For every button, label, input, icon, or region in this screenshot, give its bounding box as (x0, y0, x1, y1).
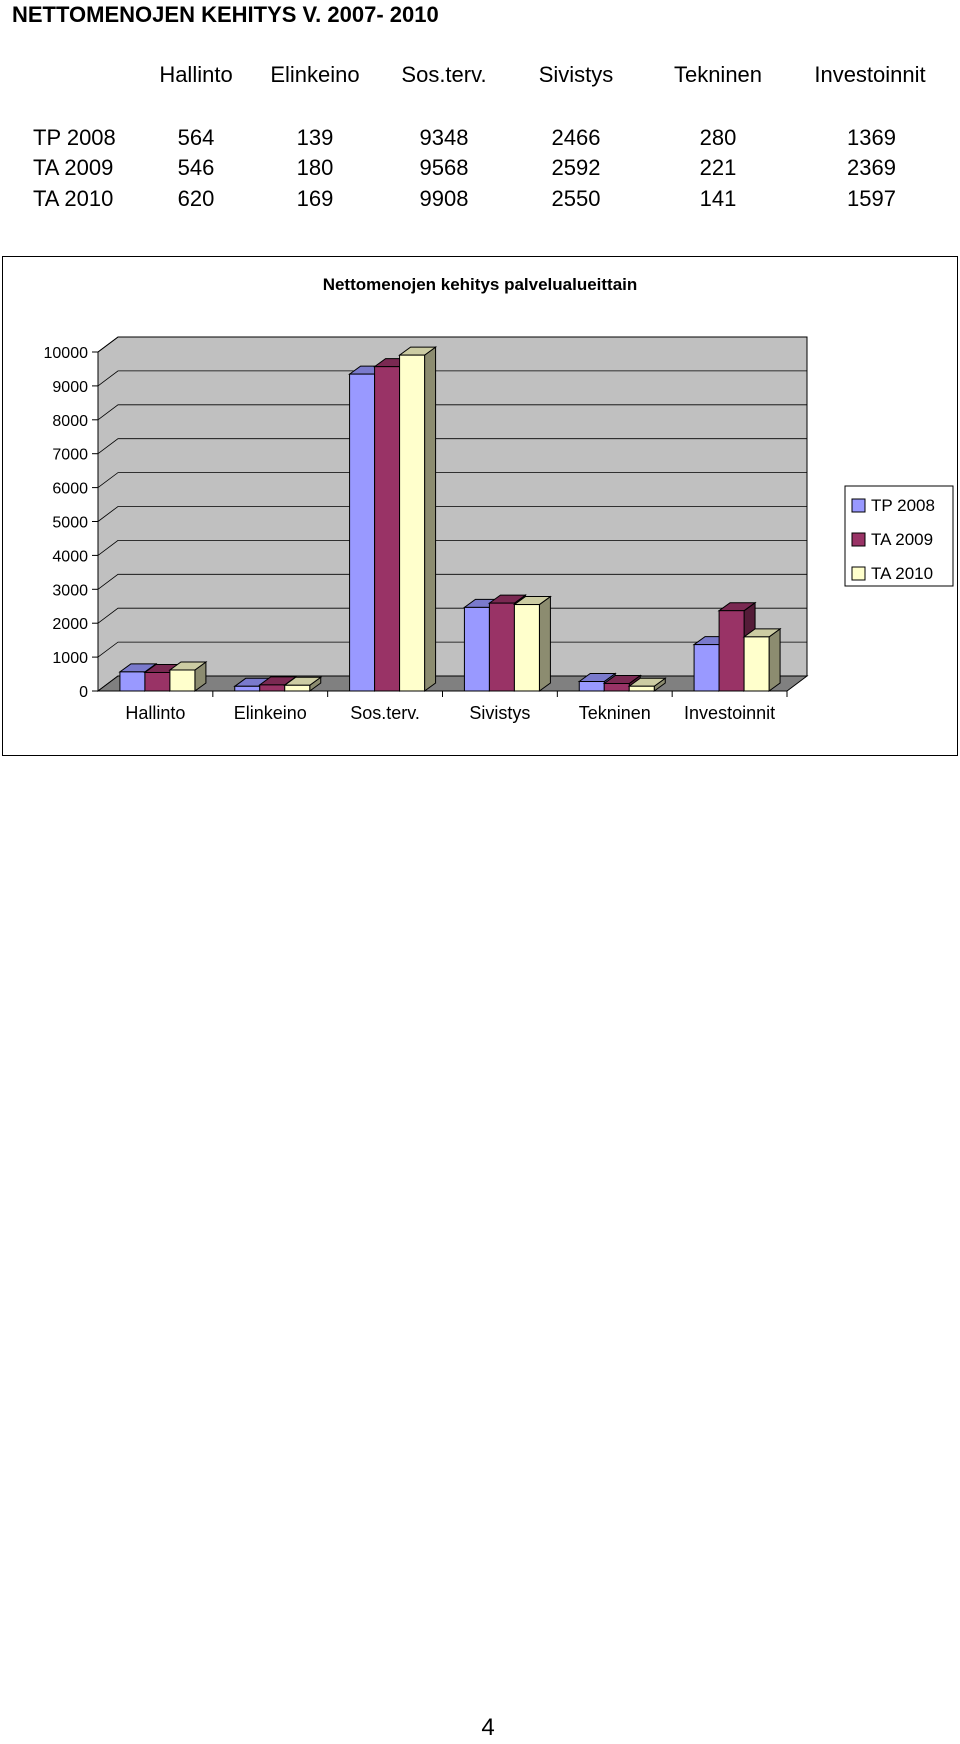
bar (259, 684, 286, 692)
x-tick-label: Hallinto (125, 703, 185, 723)
gridline (97, 438, 807, 455)
bar (718, 610, 745, 692)
table-cell: 1369 (847, 125, 896, 150)
table-cell: 280 (699, 125, 737, 150)
legend-label: TA 2009 (871, 530, 933, 549)
legend-swatch (851, 498, 866, 513)
bar-chart: Nettomenojen kehitys palvelualueittain 0 1… (44, 275, 954, 723)
y-tick-label: 4000 (52, 548, 88, 565)
legend-swatch (851, 566, 866, 581)
table-column-header: Hallinto (159, 62, 233, 87)
table-cell: 2466 (551, 125, 601, 150)
bar (144, 671, 171, 692)
gridline (97, 404, 807, 421)
bar (628, 685, 655, 692)
table-cell: 2369 (847, 155, 896, 180)
y-tick-label: 10000 (44, 345, 89, 362)
y-tick-label: 3000 (52, 582, 88, 599)
chart-wall (97, 336, 808, 692)
table-cell: 221 (699, 155, 737, 180)
table-cell: 180 (296, 155, 334, 180)
table-cell: 620 (177, 186, 215, 211)
bar (234, 685, 261, 692)
y-tick-label: 9000 (52, 379, 88, 396)
y-tick-label: 7000 (52, 447, 88, 464)
table-row-label: TP 2008 (33, 125, 116, 150)
table-cell: 1597 (847, 186, 896, 211)
bar-side (538, 595, 551, 692)
gridline (97, 336, 807, 353)
x-tick-label: Sivistys (469, 703, 530, 723)
table-row-label: TA 2009 (33, 155, 114, 180)
y-tick-label: 0 (79, 684, 88, 701)
legend-label: TA 2010 (871, 564, 933, 583)
bar (693, 644, 720, 692)
table-cell: 564 (177, 125, 215, 150)
page-title: NETTOMENOJEN KEHITYS V. 2007- 2010 (12, 2, 439, 27)
legend-label: TP 2008 (871, 496, 935, 515)
table-cell: 2550 (551, 186, 601, 211)
y-tick-label: 1000 (52, 650, 88, 667)
table-column-header: Investoinnit (814, 62, 926, 87)
table-cell: 9348 (419, 125, 469, 150)
table-column-header: Sos.terv. (401, 62, 487, 87)
table-column-header: Elinkeino (270, 62, 360, 87)
y-tick-label: 8000 (52, 413, 88, 430)
y-tick-label: 5000 (52, 515, 88, 532)
table-cell: 139 (296, 125, 334, 150)
gridline (97, 641, 807, 658)
y-tick-label: 2000 (52, 616, 88, 633)
table-column-header: Sivistys (538, 62, 614, 87)
gridline (97, 539, 807, 556)
x-tick-label: Tekninen (579, 703, 651, 723)
bar (603, 683, 630, 692)
bar (743, 636, 770, 692)
table-cell: 2592 (551, 155, 601, 180)
table-cell: 169 (296, 186, 334, 211)
page-number: 4 (481, 1714, 495, 1741)
table-row-label: TA 2010 (33, 186, 114, 211)
bar (488, 602, 515, 692)
y-tick-label: 6000 (52, 481, 88, 498)
bar (399, 354, 426, 692)
gridline (97, 472, 807, 488)
x-tick-label: Sos.terv. (350, 703, 420, 723)
gridline (97, 573, 807, 590)
table-column-header: Tekninen (673, 62, 763, 87)
bar (463, 606, 490, 692)
bar (284, 684, 311, 692)
legend-swatch (851, 532, 866, 547)
x-tick-label: Elinkeino (234, 703, 307, 723)
table-cell: 141 (699, 186, 737, 211)
gridline (97, 370, 807, 387)
bar-side (768, 627, 781, 692)
gridline (97, 506, 807, 522)
chart-title: Nettomenojen kehitys palvelualueittain (323, 275, 638, 294)
x-tick-label: Investoinnit (684, 703, 775, 723)
table-cell: 546 (177, 155, 215, 180)
bar (349, 373, 376, 692)
chart-frame: Nettomenojen kehitys palvelualueittain 0 1… (2, 256, 958, 756)
table-cell: 9908 (419, 186, 469, 211)
table-cell: 9568 (419, 155, 469, 180)
bar (119, 671, 146, 692)
bar (374, 366, 401, 692)
bar-side (424, 346, 437, 692)
bar (169, 669, 196, 692)
bar (513, 604, 540, 692)
gridline (97, 607, 807, 624)
bar (578, 681, 605, 692)
